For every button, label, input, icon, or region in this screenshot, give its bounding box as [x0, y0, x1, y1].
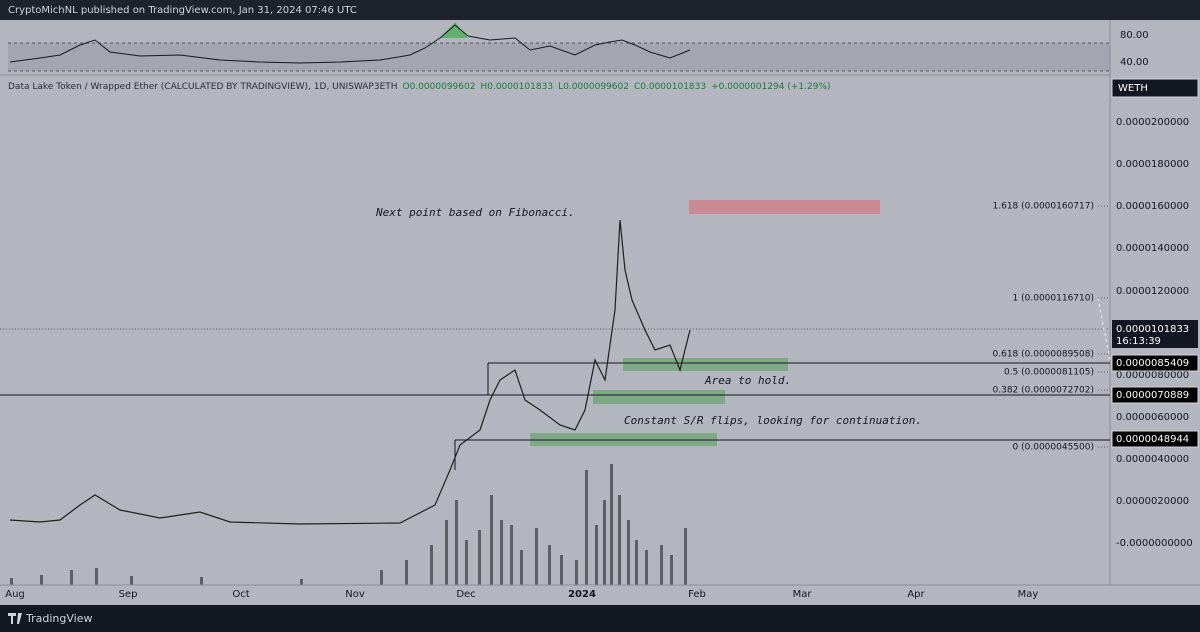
- rsi-band: [8, 43, 1110, 71]
- price-tick-label: -0.0000000000: [1116, 538, 1193, 549]
- time-tick-label: Apr: [907, 589, 925, 600]
- target-zone: [689, 200, 880, 214]
- level-label: 0.0000085409: [1116, 358, 1189, 369]
- price-tick-label: 0.0000080000: [1116, 370, 1189, 381]
- annotation: Area to hold.: [704, 374, 791, 387]
- price-tick-label: 0.0000040000: [1116, 454, 1189, 465]
- last-badge: [1112, 320, 1198, 348]
- time-tick-label: Sep: [119, 589, 138, 600]
- time-tick-label: Dec: [456, 589, 475, 600]
- level-label: 0.0000070889: [1116, 390, 1189, 401]
- annotation: Constant S/R flips, looking for continua…: [624, 414, 922, 427]
- price-tick-label: 0.0000020000: [1116, 496, 1189, 507]
- time-tick-label: May: [1018, 589, 1039, 600]
- fib-label: 0.618 (0.0000089508): [993, 350, 1095, 360]
- header-bar: [0, 0, 1200, 20]
- rsi-tick-label: 40.00: [1120, 57, 1149, 68]
- currency: WETH: [1118, 83, 1148, 94]
- legend: Data Lake Token / Wrapped Ether (CALCULA…: [8, 82, 831, 92]
- time-tick-label: Aug: [5, 589, 25, 600]
- price-tick-label: 0.0000180000: [1116, 159, 1189, 170]
- logo: [8, 613, 22, 624]
- currency-box: [1111, 78, 1199, 98]
- volume-bars: [10, 464, 687, 585]
- price-tick-label: 0.0000200000: [1116, 117, 1189, 128]
- price-axis: [1110, 20, 1200, 585]
- legend-field: C0.0000101833: [634, 82, 706, 92]
- fib-label: 0 (0.0000045500): [1013, 443, 1094, 453]
- level-badge: [1111, 354, 1199, 372]
- fib-label: 0.382 (0.0000072702): [993, 386, 1095, 396]
- countdown: 16:13:39: [1116, 336, 1161, 347]
- legend-field: +0.0000001294 (+1.29%): [711, 82, 830, 92]
- price-tick-label: 0.0000160000: [1116, 201, 1189, 212]
- time-tick-label: Mar: [793, 589, 813, 600]
- last-price: 0.0000101833: [1116, 324, 1189, 335]
- annotation: Next point based on Fibonacci.: [375, 206, 575, 219]
- legend-field: L0.0000099602: [558, 82, 629, 92]
- price-tick-label: 0.0000140000: [1116, 243, 1189, 254]
- sr-zone: [593, 390, 725, 404]
- hold-zone: [623, 358, 788, 371]
- footer-bar: [0, 605, 1200, 632]
- fib-label: 0.5 (0.0000081105): [1004, 368, 1094, 378]
- legend-field: O0.0000099602: [403, 82, 476, 92]
- price-line: [9, 219, 691, 525]
- price-tick-label: 0.0000060000: [1116, 412, 1189, 423]
- time-tick-label: Oct: [232, 589, 249, 600]
- time-tick-label: 2024: [568, 589, 596, 600]
- fib-label: 1 (0.0000116710): [1013, 294, 1094, 304]
- fib-connector: [1097, 297, 1111, 361]
- level-label: 0.0000048944: [1116, 434, 1189, 445]
- rsi-overbought: [440, 22, 468, 38]
- rsi-line: [9, 24, 691, 64]
- level-badge: [1111, 430, 1199, 448]
- level-badge: [1111, 386, 1199, 404]
- rsi-tick-label: 80.00: [1120, 30, 1149, 41]
- time-axis: [0, 585, 1200, 605]
- time-tick-label: Feb: [688, 589, 706, 600]
- fib-label: 1.618 (0.0000160717): [993, 202, 1095, 212]
- time-tick-label: Nov: [345, 589, 365, 600]
- footer-brand: TradingView: [25, 612, 92, 625]
- legend-symbol: Data Lake Token / Wrapped Ether (CALCULA…: [8, 82, 398, 92]
- price-tick-label: 0.0000120000: [1116, 286, 1189, 297]
- header-text: CryptoMichNL published on TradingView.co…: [8, 5, 357, 16]
- legend-field: H0.0000101833: [480, 82, 553, 92]
